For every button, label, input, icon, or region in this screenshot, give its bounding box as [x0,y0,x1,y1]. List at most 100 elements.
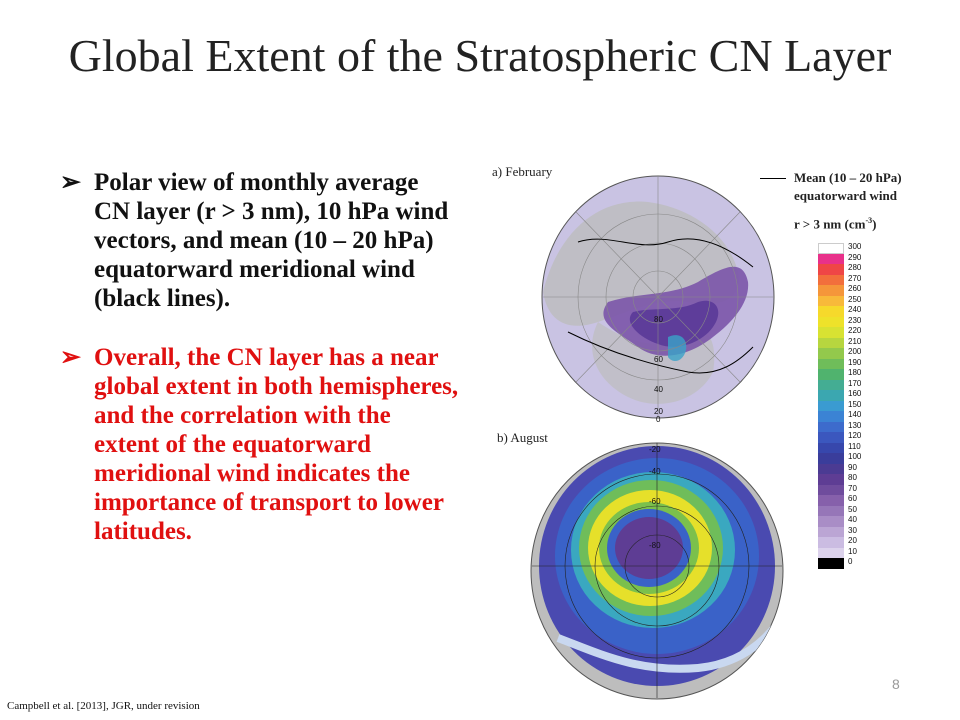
colorbar-cell [818,306,844,317]
colorbar-tick-label: 130 [848,420,862,430]
colorbar-cell [818,411,844,422]
colorbar-cell [818,526,844,537]
colorbar-cell [818,432,844,443]
lat-label: -40 [649,467,661,476]
lat-label: 60 [654,355,663,364]
colorbar-tick-label: 50 [848,504,857,514]
colorbar-cell [818,379,844,390]
colorbar-tick-label: 160 [848,389,862,398]
lat-label: 40 [654,385,663,394]
colorbar-cell [818,495,844,506]
bullet-text: Overall, the CN layer has a near global … [94,344,459,545]
colorbar-cell [818,285,844,296]
colorbar-cell [818,516,844,527]
colorbar-tick-label: 140 [848,410,862,419]
colorbar-cell [818,421,844,432]
citation: Campbell et al. [2013], JGR, under revis… [7,700,200,712]
colorbar-tick-label: 170 [848,378,862,388]
august-polar-map: -20 -40 -60 -80 [530,442,784,700]
bullet-global-extent: ➢ Overall, the CN layer has a near globa… [60,343,460,546]
colorbar-tick-label: 10 [848,546,857,556]
colorbar-title: r > 3 nm (cm-3) [794,216,876,232]
colorbar-cell [818,243,844,254]
february-polar-map: 80 60 40 20 0 [541,175,775,422]
colorbar-cell [818,484,844,495]
lat-label: 80 [654,315,663,324]
colorbar-cell [818,390,844,401]
page-number: 8 [892,676,900,692]
colorbar-tick-label: 250 [848,294,862,304]
colorbar-tick-label: 230 [848,315,862,325]
cn-layer-filament [556,620,782,673]
colorbar-tick-label: 270 [848,273,862,283]
equatorward-wind-line [577,238,754,268]
lat-label: -60 [649,497,661,506]
lat-label: 20 [654,407,663,416]
colorbar-tick-label: 150 [848,399,862,409]
colorbar-cell [818,295,844,306]
colorbar-tick-label: 100 [848,452,862,461]
cn-layer-core [629,300,719,347]
colorbar-cell [818,505,844,516]
colorbar-cell [818,537,844,548]
arrow-bullet-icon: ➢ [60,169,81,196]
colorbar-tick-label: 70 [848,483,857,493]
graticule [532,443,782,698]
graticule [542,176,774,418]
colorbar-cell [818,348,844,359]
colorbar-tick-label: 80 [848,473,857,482]
colorbar-cell [818,327,844,338]
colorbar-tick-label: 190 [848,357,862,367]
colorbar-cell [818,400,844,411]
lat-label: -80 [649,541,661,550]
slide-title: Global Extent of the Stratospheric CN La… [68,30,892,81]
lat-label: 0 [656,415,661,422]
colorbar-cell [818,453,844,464]
colorbar-tick-label: 110 [848,441,861,451]
cn-layer-peak [668,335,687,362]
colorbar-title-suffix: ) [872,216,877,232]
colorbar-tick-label: 180 [848,368,862,377]
legend-wind-label-2: equatorward wind [794,188,897,203]
colorbar-cell [818,547,844,558]
colorbar-tick-label: 60 [848,494,857,503]
colorbar-tick-label: 20 [848,536,857,545]
colorbar-tick-label: 290 [848,252,862,262]
polar-vortex-core [615,517,683,579]
colorbar-cell [818,264,844,275]
colorbar-cell [818,337,844,348]
colorbar-cell [818,274,844,285]
colorbar-cell [818,474,844,485]
panel-a-label: a) February [492,164,553,179]
colorbar-tick-label: 40 [848,515,857,524]
colorbar-tick-label: 240 [848,305,862,314]
colorbar-tick-label: 210 [848,336,862,346]
colorbar-cell [818,316,844,327]
colorbar-tick-label: 280 [848,263,862,272]
colorbar-title-exponent: -3 [865,216,873,225]
colorbar-cell [818,463,844,474]
arrow-bullet-icon: ➢ [60,344,81,371]
colorbar-tick-label: 120 [848,431,862,440]
colorbar-tick-label: 90 [848,462,857,472]
colorbar-tick-label: 30 [848,525,857,535]
colorbar-tick-label: 0 [848,557,853,566]
bullet-polar-view: ➢ Polar view of monthly average CN layer… [60,168,460,313]
bullet-text: Polar view of monthly average CN layer (… [94,169,449,312]
colorbar-tick-label: 260 [848,284,862,293]
colorbar-cell [818,442,844,453]
equatorward-wind-line [567,331,754,374]
colorbar-cell [818,558,844,569]
panel-b-label: b) August [497,430,548,445]
bullet-list: ➢ Polar view of monthly average CN layer… [60,168,460,576]
colorbar-tick-label: 220 [848,326,862,335]
colorbar-title-text: r > 3 nm (cm [794,216,866,232]
colorbar-cell [818,369,844,380]
legend-wind-label-1: Mean (10 – 20 hPa) [794,170,902,185]
colorbar-cell [818,253,844,264]
colorbar-tick-label: 300 [848,242,862,251]
colorbar-tick-label: 200 [848,347,862,356]
colorbar-cell [818,358,844,369]
lat-label: -20 [649,445,661,454]
wind-line-legend-swatch [760,178,786,179]
